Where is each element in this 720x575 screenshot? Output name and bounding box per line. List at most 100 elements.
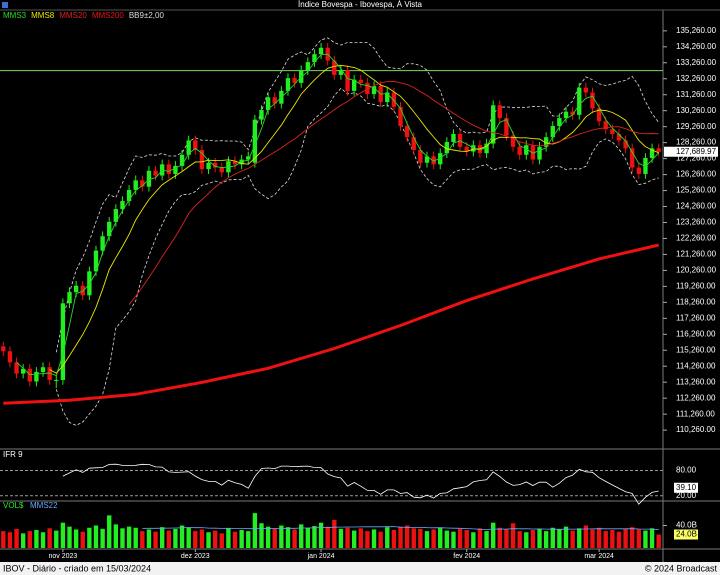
volume-bar (504, 529, 509, 548)
candle-body (133, 180, 138, 190)
mms200-line (3, 243, 660, 405)
candle-body (537, 146, 542, 160)
volume-bar (107, 515, 112, 548)
candle-body (113, 209, 119, 222)
volume-bar (438, 527, 443, 548)
candle-body (265, 97, 271, 111)
candle-body (557, 118, 562, 127)
volume-bar (590, 529, 595, 548)
candle-body (252, 119, 258, 163)
y-tick-label: 118,260.00 (676, 297, 716, 306)
footer-left: IBOV - Diário - criado em 15/03/2024 (3, 563, 151, 573)
rsi-last-label: 39.10 (676, 483, 697, 492)
candle-body (636, 167, 642, 174)
candle-body (491, 105, 496, 144)
volume-bar (557, 529, 562, 548)
y-tick-label: 132,260.00 (676, 74, 717, 83)
footer-right: © 2024 Broadcast (645, 563, 718, 573)
candle-body (451, 134, 456, 143)
candle-body (232, 161, 238, 165)
volume-bar (153, 531, 158, 548)
candle-body (20, 368, 26, 374)
volume-bar (596, 527, 602, 548)
volume-bar (603, 531, 608, 548)
volume-bar (47, 528, 52, 548)
volume-bar (20, 533, 26, 548)
y-tick-label: 121,260.00 (676, 250, 717, 259)
candle-body (517, 146, 522, 155)
volume-bar (113, 524, 119, 548)
volume-bar (583, 525, 589, 548)
candle-body (47, 367, 52, 380)
candle-body (471, 145, 476, 152)
y-tick-label: 112,260.00 (676, 393, 716, 402)
candle-body (54, 379, 59, 381)
volume-bar (87, 527, 92, 548)
volume-title: VOL$ (3, 501, 24, 510)
volume-bar (60, 522, 66, 548)
volume-ma-title: MMS22 (30, 501, 58, 510)
candle-body (126, 189, 132, 202)
volume-bar (530, 530, 536, 548)
candle-body (285, 78, 291, 91)
candle-body (332, 60, 337, 75)
volume-last-box (674, 529, 698, 540)
candle-body (656, 148, 661, 152)
legend-entry: BB9±2,00 (129, 11, 165, 20)
candle-body (391, 92, 397, 107)
volume-bar (517, 531, 522, 548)
y-tick-label: 129,260.00 (676, 122, 717, 131)
candle-body (312, 54, 317, 63)
volume-bar (305, 527, 311, 548)
candle-body (623, 140, 628, 149)
y-tick-label: 117,260.00 (676, 313, 716, 322)
volume-bar (656, 534, 661, 548)
y-tick-label: 122,260.00 (676, 234, 717, 243)
volume-tick-label: 40.0B (676, 521, 697, 530)
candle-body (259, 110, 264, 120)
volume-bar (299, 524, 304, 548)
candle-body (497, 105, 502, 119)
app-icon (2, 2, 8, 8)
volume-bar (252, 513, 258, 548)
candle-body (457, 134, 463, 147)
rsi-tick-label: 80.00 (676, 466, 697, 475)
volume-bar (457, 528, 463, 548)
volume-bar (193, 531, 198, 548)
y-tick-label: 119,260.00 (676, 281, 716, 290)
volume-bar (570, 530, 575, 548)
volume-bar (133, 527, 138, 548)
candle-body (596, 108, 602, 122)
bollinger-band (55, 37, 660, 353)
volume-bar (510, 523, 516, 548)
volume-bar (67, 526, 72, 548)
volume-bar (444, 530, 450, 548)
volume-bar (318, 522, 324, 548)
volume-bar (524, 532, 529, 548)
rsi-tick-label: 20.00 (676, 491, 697, 500)
volume-bar (577, 528, 582, 548)
volume-bar (491, 522, 496, 548)
volume-bar (186, 527, 191, 548)
volume-bar (126, 526, 132, 548)
candle-body (438, 153, 443, 165)
volume-bar (537, 528, 542, 548)
candle-body (14, 362, 19, 374)
volume-bar (391, 530, 397, 548)
candle-body (345, 70, 350, 91)
volume-bar (100, 528, 105, 548)
y-tick-label: 113,260.00 (676, 377, 716, 386)
x-tick-label: dez 2023 (181, 553, 210, 560)
candle-body (524, 145, 529, 155)
legend-entry: MMS3 (3, 11, 27, 20)
candle-body (173, 165, 178, 174)
candle-body (610, 129, 615, 135)
volume-bar (246, 531, 251, 548)
volume-bar (398, 526, 403, 548)
candle-body (219, 167, 224, 173)
volume-bar (365, 531, 370, 548)
volume-bar (477, 528, 483, 548)
volume-bar (272, 528, 277, 548)
candle-body (583, 87, 589, 93)
